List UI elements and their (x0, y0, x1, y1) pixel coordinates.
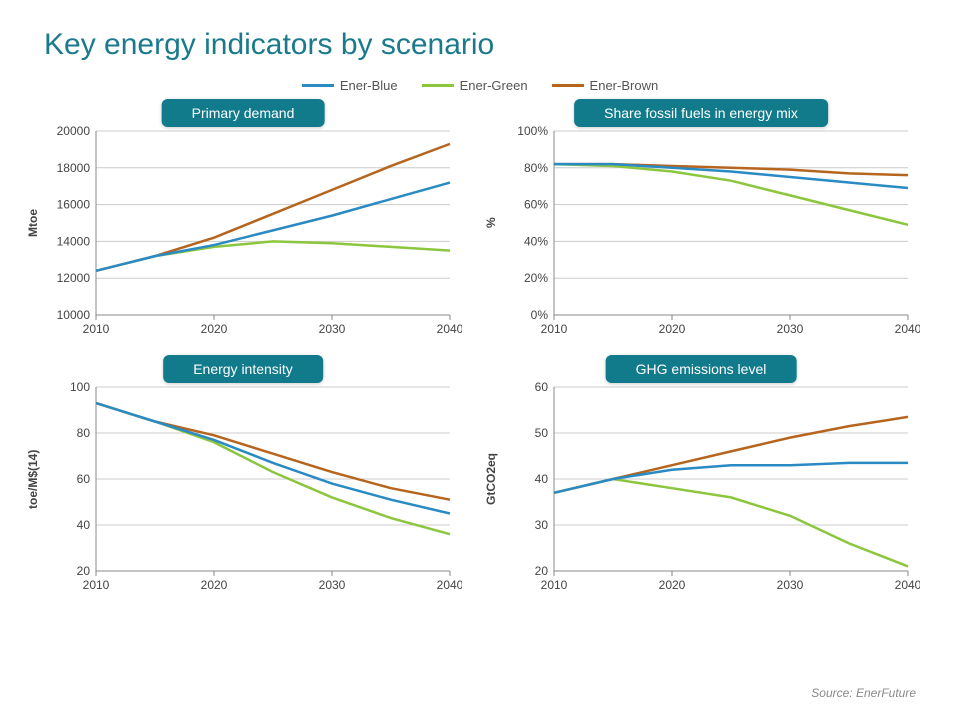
svg-text:2010: 2010 (83, 578, 110, 592)
svg-text:2020: 2020 (201, 322, 228, 336)
source-note: Source: EnerFuture (811, 686, 916, 700)
svg-text:12000: 12000 (57, 271, 91, 285)
panel-ghg-emissions: GHG emissions level GtCO2eq 203040506020… (482, 359, 920, 599)
svg-text:0%: 0% (531, 308, 549, 322)
svg-text:14000: 14000 (57, 234, 91, 248)
page-title: Key energy indicators by scenario (0, 0, 960, 78)
svg-text:2030: 2030 (777, 322, 804, 336)
svg-text:2010: 2010 (541, 578, 568, 592)
legend-item-green: Ener-Green (422, 78, 528, 93)
chart-grid: Primary demand Mtoe 10000120001400016000… (0, 103, 960, 599)
svg-text:2010: 2010 (541, 322, 568, 336)
ylabel-primary-demand: Mtoe (24, 103, 42, 343)
svg-text:2040: 2040 (437, 578, 462, 592)
panel-primary-demand: Primary demand Mtoe 10000120001400016000… (24, 103, 462, 343)
svg-text:20: 20 (77, 564, 91, 578)
legend-label-brown: Ener-Brown (590, 78, 659, 93)
chart-energy-intensity: 204060801002010202020302040 (42, 359, 462, 599)
ylabel-energy-intensity: toe/M$(14) (24, 359, 42, 599)
svg-text:2040: 2040 (895, 322, 920, 336)
svg-text:80%: 80% (524, 161, 548, 175)
svg-text:80: 80 (77, 426, 91, 440)
legend: Ener-Blue Ener-Green Ener-Brown (0, 78, 960, 93)
ylabel-fossil-share: % (482, 103, 500, 343)
legend-item-blue: Ener-Blue (302, 78, 398, 93)
svg-text:2030: 2030 (319, 322, 346, 336)
svg-text:10000: 10000 (57, 308, 91, 322)
svg-text:2020: 2020 (201, 578, 228, 592)
legend-swatch-green (422, 84, 454, 87)
svg-text:16000: 16000 (57, 198, 91, 212)
svg-text:18000: 18000 (57, 161, 91, 175)
svg-text:50: 50 (535, 426, 549, 440)
svg-text:60: 60 (535, 380, 549, 394)
svg-text:100%: 100% (517, 124, 548, 138)
panel-fossil-share: Share fossil fuels in energy mix % 0%20%… (482, 103, 920, 343)
legend-swatch-brown (552, 84, 584, 87)
svg-text:30: 30 (535, 518, 549, 532)
panel-title-primary-demand: Primary demand (162, 99, 325, 127)
svg-text:40: 40 (77, 518, 91, 532)
svg-text:2010: 2010 (83, 322, 110, 336)
svg-text:20%: 20% (524, 271, 548, 285)
legend-swatch-blue (302, 84, 334, 87)
chart-ghg-emissions: 20304050602010202020302040 (500, 359, 920, 599)
panel-title-ghg-emissions: GHG emissions level (606, 355, 797, 383)
svg-text:2030: 2030 (319, 578, 346, 592)
panel-title-fossil-share: Share fossil fuels in energy mix (574, 99, 828, 127)
legend-label-green: Ener-Green (460, 78, 528, 93)
panel-title-energy-intensity: Energy intensity (163, 355, 323, 383)
chart-fossil-share: 0% 20% 40% 60% 80% 100% 2010 2020 2030 2040 (500, 103, 920, 343)
svg-text:20: 20 (535, 564, 549, 578)
ylabel-ghg-emissions: GtCO2eq (482, 359, 500, 599)
svg-text:40: 40 (535, 472, 549, 486)
legend-item-brown: Ener-Brown (552, 78, 659, 93)
svg-text:100: 100 (70, 380, 90, 394)
svg-text:2020: 2020 (659, 322, 686, 336)
svg-text:2040: 2040 (437, 322, 462, 336)
svg-text:60: 60 (77, 472, 91, 486)
svg-text:20000: 20000 (57, 124, 91, 138)
svg-text:40%: 40% (524, 234, 548, 248)
svg-text:2020: 2020 (659, 578, 686, 592)
svg-text:2030: 2030 (777, 578, 804, 592)
chart-primary-demand: 10000 12000 14000 16000 18000 20000 2010 2020 20… (42, 103, 462, 343)
svg-text:60%: 60% (524, 198, 548, 212)
panel-energy-intensity: Energy intensity toe/M$(14) 204060801002… (24, 359, 462, 599)
svg-text:2040: 2040 (895, 578, 920, 592)
legend-label-blue: Ener-Blue (340, 78, 398, 93)
